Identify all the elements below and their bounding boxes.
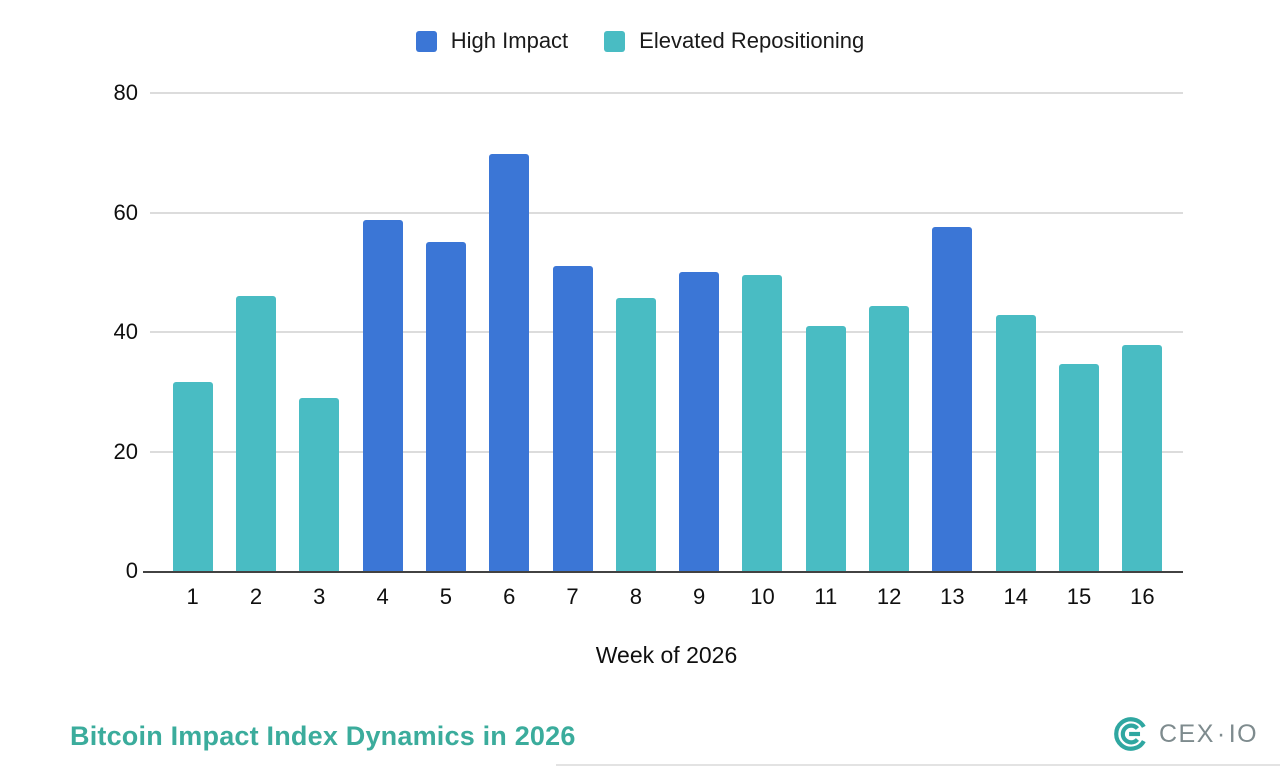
- cexio-logo: CEX · IO: [1112, 715, 1258, 753]
- bar-week-1: [172, 381, 213, 571]
- bottom-edge-line: [556, 764, 1280, 766]
- x-axis-tick-label: 12: [876, 584, 902, 609]
- bar-column-week-2: 2: [224, 93, 287, 609]
- logo-outer-arc: [1114, 717, 1146, 751]
- logo-inner-arc: [1120, 723, 1140, 745]
- legend-item-high-impact: High Impact: [415, 28, 569, 54]
- x-axis-tick-label: 2: [249, 584, 263, 609]
- x-axis-tick-label: 1: [186, 584, 199, 609]
- x-axis-tick-label: 7: [566, 584, 579, 609]
- bar-week-11: [805, 326, 846, 571]
- y-axis-tick-label: 80: [113, 80, 138, 105]
- gridline-40: [150, 331, 1183, 333]
- x-axis-tick-label: 8: [629, 584, 642, 609]
- logo-dot-separator: ·: [1216, 719, 1227, 748]
- bar-week-7: [552, 266, 593, 571]
- legend: High Impact Elevated Repositioning: [0, 28, 1280, 54]
- plot-area: 1 2 3 4 5 6 7 8 9 10 11 12 13 14 15 16: [143, 92, 1183, 609]
- x-axis-tick-label: 6: [503, 584, 516, 609]
- bar-column-week-6: 6: [478, 93, 541, 609]
- bar-column-week-12: 12: [857, 93, 920, 609]
- x-axis-tick-label: 15: [1066, 584, 1092, 609]
- x-axis-tick-label: 13: [940, 584, 965, 609]
- legend-swatch-high-impact: [415, 30, 437, 52]
- bar-column-week-16: 16: [1111, 93, 1174, 609]
- bar-week-14: [995, 315, 1036, 571]
- bar-column-week-4: 4: [351, 93, 414, 609]
- logo-text-io: IO: [1228, 719, 1259, 748]
- bar-column-week-1: 1: [161, 93, 224, 609]
- cexio-logo-icon: [1114, 717, 1146, 751]
- bar-week-2: [235, 296, 276, 571]
- bar-column-week-13: 13: [921, 93, 984, 609]
- y-axis-tick-label: 60: [113, 199, 138, 225]
- bar-week-6: [489, 153, 530, 571]
- gridline-60: [150, 211, 1183, 214]
- bar-column-week-15: 15: [1047, 93, 1110, 609]
- x-axis-tick-label: 3: [313, 584, 326, 609]
- legend-swatch-elevated-repositioning: [604, 30, 626, 52]
- x-axis-tick-label: 5: [439, 584, 453, 609]
- bar-column-week-11: 11: [794, 93, 857, 609]
- y-axis: 0 20 40 60 80: [0, 80, 138, 583]
- bar-column-week-10: 10: [731, 93, 794, 609]
- bar-week-15: [1059, 363, 1100, 571]
- x-axis-tick-label: 16: [1130, 584, 1155, 609]
- y-axis-tick-label: 20: [113, 438, 138, 464]
- logo-text-cex: CEX: [1159, 719, 1215, 748]
- cexio-logo-text: CEX · IO: [1159, 720, 1258, 749]
- x-axis-line: [143, 571, 1183, 573]
- x-axis-title: Week of 2026: [595, 642, 738, 668]
- x-axis-tick-label: 11: [814, 584, 838, 609]
- legend-label-high-impact: High Impact: [450, 28, 569, 53]
- bar-column-week-8: 8: [604, 93, 667, 609]
- x-axis-tick-label: 4: [376, 584, 389, 609]
- chart-title: Bitcoin Impact Index Dynamics in 2026: [70, 721, 576, 751]
- bar-week-4: [362, 219, 403, 571]
- bar-week-3: [299, 398, 340, 571]
- x-axis-tick-label: 14: [1003, 584, 1028, 609]
- bar-column-week-5: 5: [414, 93, 477, 609]
- bar-week-13: [932, 226, 973, 571]
- bar-week-16: [1122, 344, 1163, 571]
- legend-label-elevated-repositioning: Elevated Repositioning: [639, 28, 865, 53]
- bars-container: 1 2 3 4 5 6 7 8 9 10 11 12 13 14 15 16: [150, 93, 1183, 609]
- bar-week-9: [679, 272, 720, 571]
- bar-column-week-14: 14: [984, 93, 1047, 609]
- bar-column-week-9: 9: [668, 93, 731, 609]
- bar-column-week-7: 7: [541, 93, 604, 609]
- gridline-80: [150, 92, 1183, 94]
- gridline-20: [150, 450, 1183, 453]
- bar-week-12: [869, 305, 910, 571]
- bar-week-5: [425, 242, 466, 571]
- legend-item-elevated-repositioning: Elevated Repositioning: [604, 28, 864, 54]
- x-axis-tick-label: 9: [693, 584, 706, 609]
- bar-column-week-3: 3: [288, 93, 351, 609]
- x-axis-tick-label: 10: [750, 584, 775, 609]
- y-axis-tick-label: 40: [113, 319, 138, 344]
- bar-week-10: [742, 275, 783, 571]
- y-axis-tick-label: 0: [125, 558, 138, 583]
- bar-week-8: [615, 297, 656, 571]
